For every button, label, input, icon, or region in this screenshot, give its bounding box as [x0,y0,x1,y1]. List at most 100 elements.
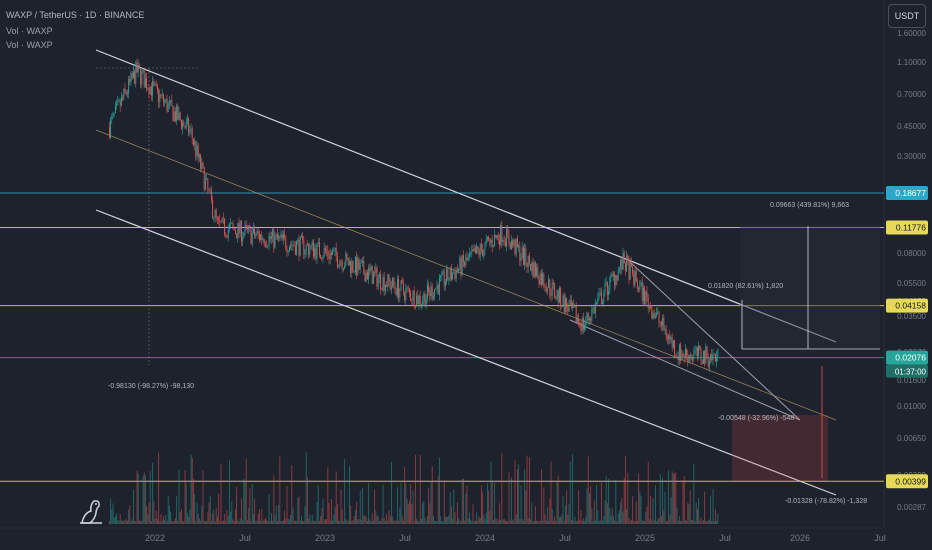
volume-bar [605,476,607,524]
candle [437,284,439,295]
volume-bar [596,484,598,524]
candle [366,272,368,280]
volume-bar [712,488,714,524]
candle [506,228,508,247]
candle [405,288,407,301]
volume-bar [356,501,358,524]
candle [215,210,217,217]
candle [155,83,157,86]
volume-bar [384,520,386,524]
candle [524,248,526,265]
candle [368,267,370,280]
y-axis-tick: 0.01000 [897,402,926,411]
candle [495,234,497,238]
volume-bar [683,476,685,524]
candle [477,246,479,250]
volume-bar [504,520,506,524]
candle [322,256,324,259]
candle [323,247,325,257]
candle [164,101,166,103]
volume-bar [305,451,307,524]
candle [689,354,691,359]
volume-bar [348,466,350,524]
candle [354,256,356,273]
candle [263,239,265,245]
candle [692,357,694,360]
candle [440,276,442,278]
y-axis-tick: 0.00650 [897,434,926,443]
candle [567,307,569,312]
volume-legend[interactable]: Vol · WAXP [6,26,53,36]
candle [231,223,233,224]
countdown-label: 01:37:00 [895,368,927,377]
currency-button[interactable]: USDT [888,4,926,28]
volume-bar [197,513,199,524]
candle [416,295,418,307]
volume-legend-2[interactable]: Vol · WAXP [6,40,53,50]
volume-bar [700,517,702,524]
volume-bar [666,520,668,524]
y-axis-tick: 0.70000 [897,90,926,99]
volume-bar [256,520,258,524]
candle [386,285,388,287]
volume-bar [640,495,642,524]
volume-bar [653,520,655,524]
volume-bar [269,520,271,524]
volume-bar [276,520,278,524]
candle [696,347,698,357]
candle [180,120,182,129]
volume-bar [430,481,432,524]
candle [294,246,296,255]
candle [682,353,684,357]
candle [375,267,377,273]
volume-bar [399,507,401,524]
volume-bar [642,520,644,524]
candle [198,154,200,158]
candle [356,256,358,276]
volume-bar [160,514,162,524]
candle [270,236,272,239]
candle [633,272,635,285]
volume-bar [656,520,658,524]
volume-bar [580,510,582,524]
volume-bar [566,490,568,524]
candle [288,246,290,252]
candle [548,279,550,288]
volume-bar [387,520,389,524]
candle [324,247,326,251]
volume-bar [340,489,342,524]
candle [413,290,415,307]
volume-bar [362,487,364,524]
volume-bar [671,471,673,524]
volume-bar [518,464,520,524]
volume-bar [694,520,696,524]
candle [264,244,266,246]
volume-bar [306,477,308,524]
volume-bar [202,470,204,524]
volume-bar [470,519,472,524]
candle [156,85,158,90]
volume-bar [315,520,317,524]
candle [466,257,468,261]
candle [342,268,344,270]
candle [644,287,646,305]
volume-bar [714,509,716,524]
candle [587,313,589,321]
candle [652,313,654,319]
volume-bar [282,520,284,524]
volume-bar [118,520,120,524]
volume-bar [633,520,635,524]
volume-bar [203,521,205,524]
volume-bar [555,520,557,524]
symbol-title[interactable]: WAXP / TetherUS · 1D · BINANCE [6,10,145,20]
candle [371,266,373,284]
volume-bar [198,518,200,524]
candle [207,178,209,190]
candle [183,121,185,127]
volume-bar [551,509,553,524]
candle [628,260,630,280]
volume-bar [552,520,554,524]
volume-bar [292,508,294,524]
candle [665,329,667,338]
